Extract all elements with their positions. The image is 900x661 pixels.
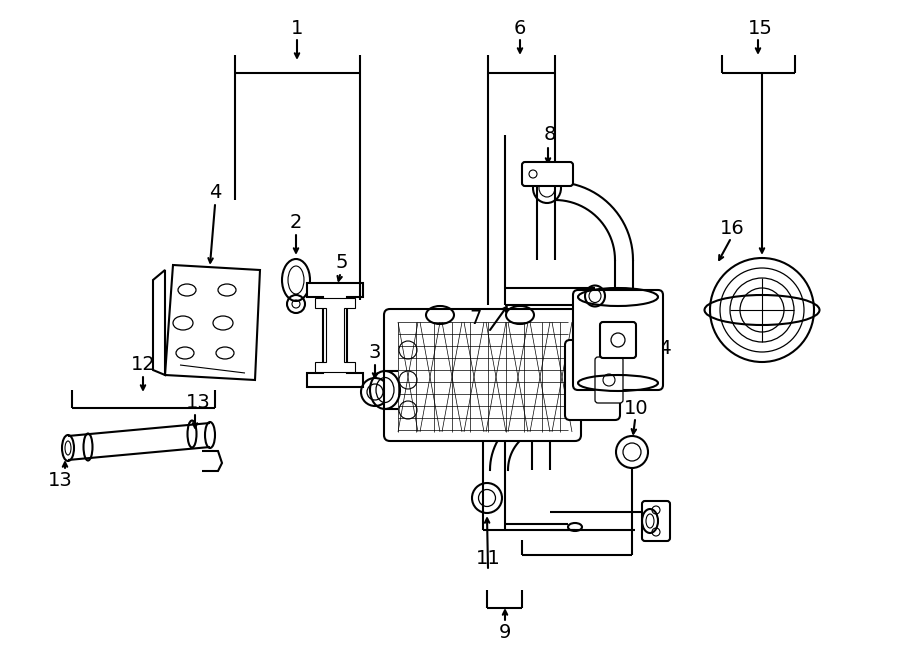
- Text: 5: 5: [336, 254, 348, 272]
- FancyBboxPatch shape: [642, 501, 670, 541]
- Text: 4: 4: [209, 182, 221, 202]
- Text: 14: 14: [648, 338, 672, 358]
- Text: 6: 6: [514, 19, 526, 38]
- FancyBboxPatch shape: [600, 322, 636, 358]
- Polygon shape: [153, 270, 165, 375]
- Text: 9: 9: [499, 623, 511, 641]
- Polygon shape: [307, 283, 363, 387]
- Text: 8: 8: [544, 126, 556, 145]
- Text: 12: 12: [130, 356, 156, 375]
- FancyBboxPatch shape: [595, 357, 623, 403]
- FancyBboxPatch shape: [522, 162, 573, 186]
- FancyBboxPatch shape: [384, 309, 581, 441]
- Text: 16: 16: [720, 219, 744, 237]
- Polygon shape: [315, 297, 356, 372]
- Text: 3: 3: [369, 342, 382, 362]
- Text: 15: 15: [748, 19, 772, 38]
- Polygon shape: [165, 265, 260, 380]
- Text: 10: 10: [624, 399, 648, 418]
- Text: 13: 13: [185, 393, 211, 412]
- Text: 1: 1: [291, 19, 303, 38]
- Text: 7: 7: [470, 309, 482, 327]
- Text: 11: 11: [475, 549, 500, 568]
- FancyBboxPatch shape: [573, 290, 663, 390]
- Text: 13: 13: [48, 471, 72, 490]
- FancyBboxPatch shape: [565, 340, 620, 420]
- Text: 2: 2: [290, 212, 302, 231]
